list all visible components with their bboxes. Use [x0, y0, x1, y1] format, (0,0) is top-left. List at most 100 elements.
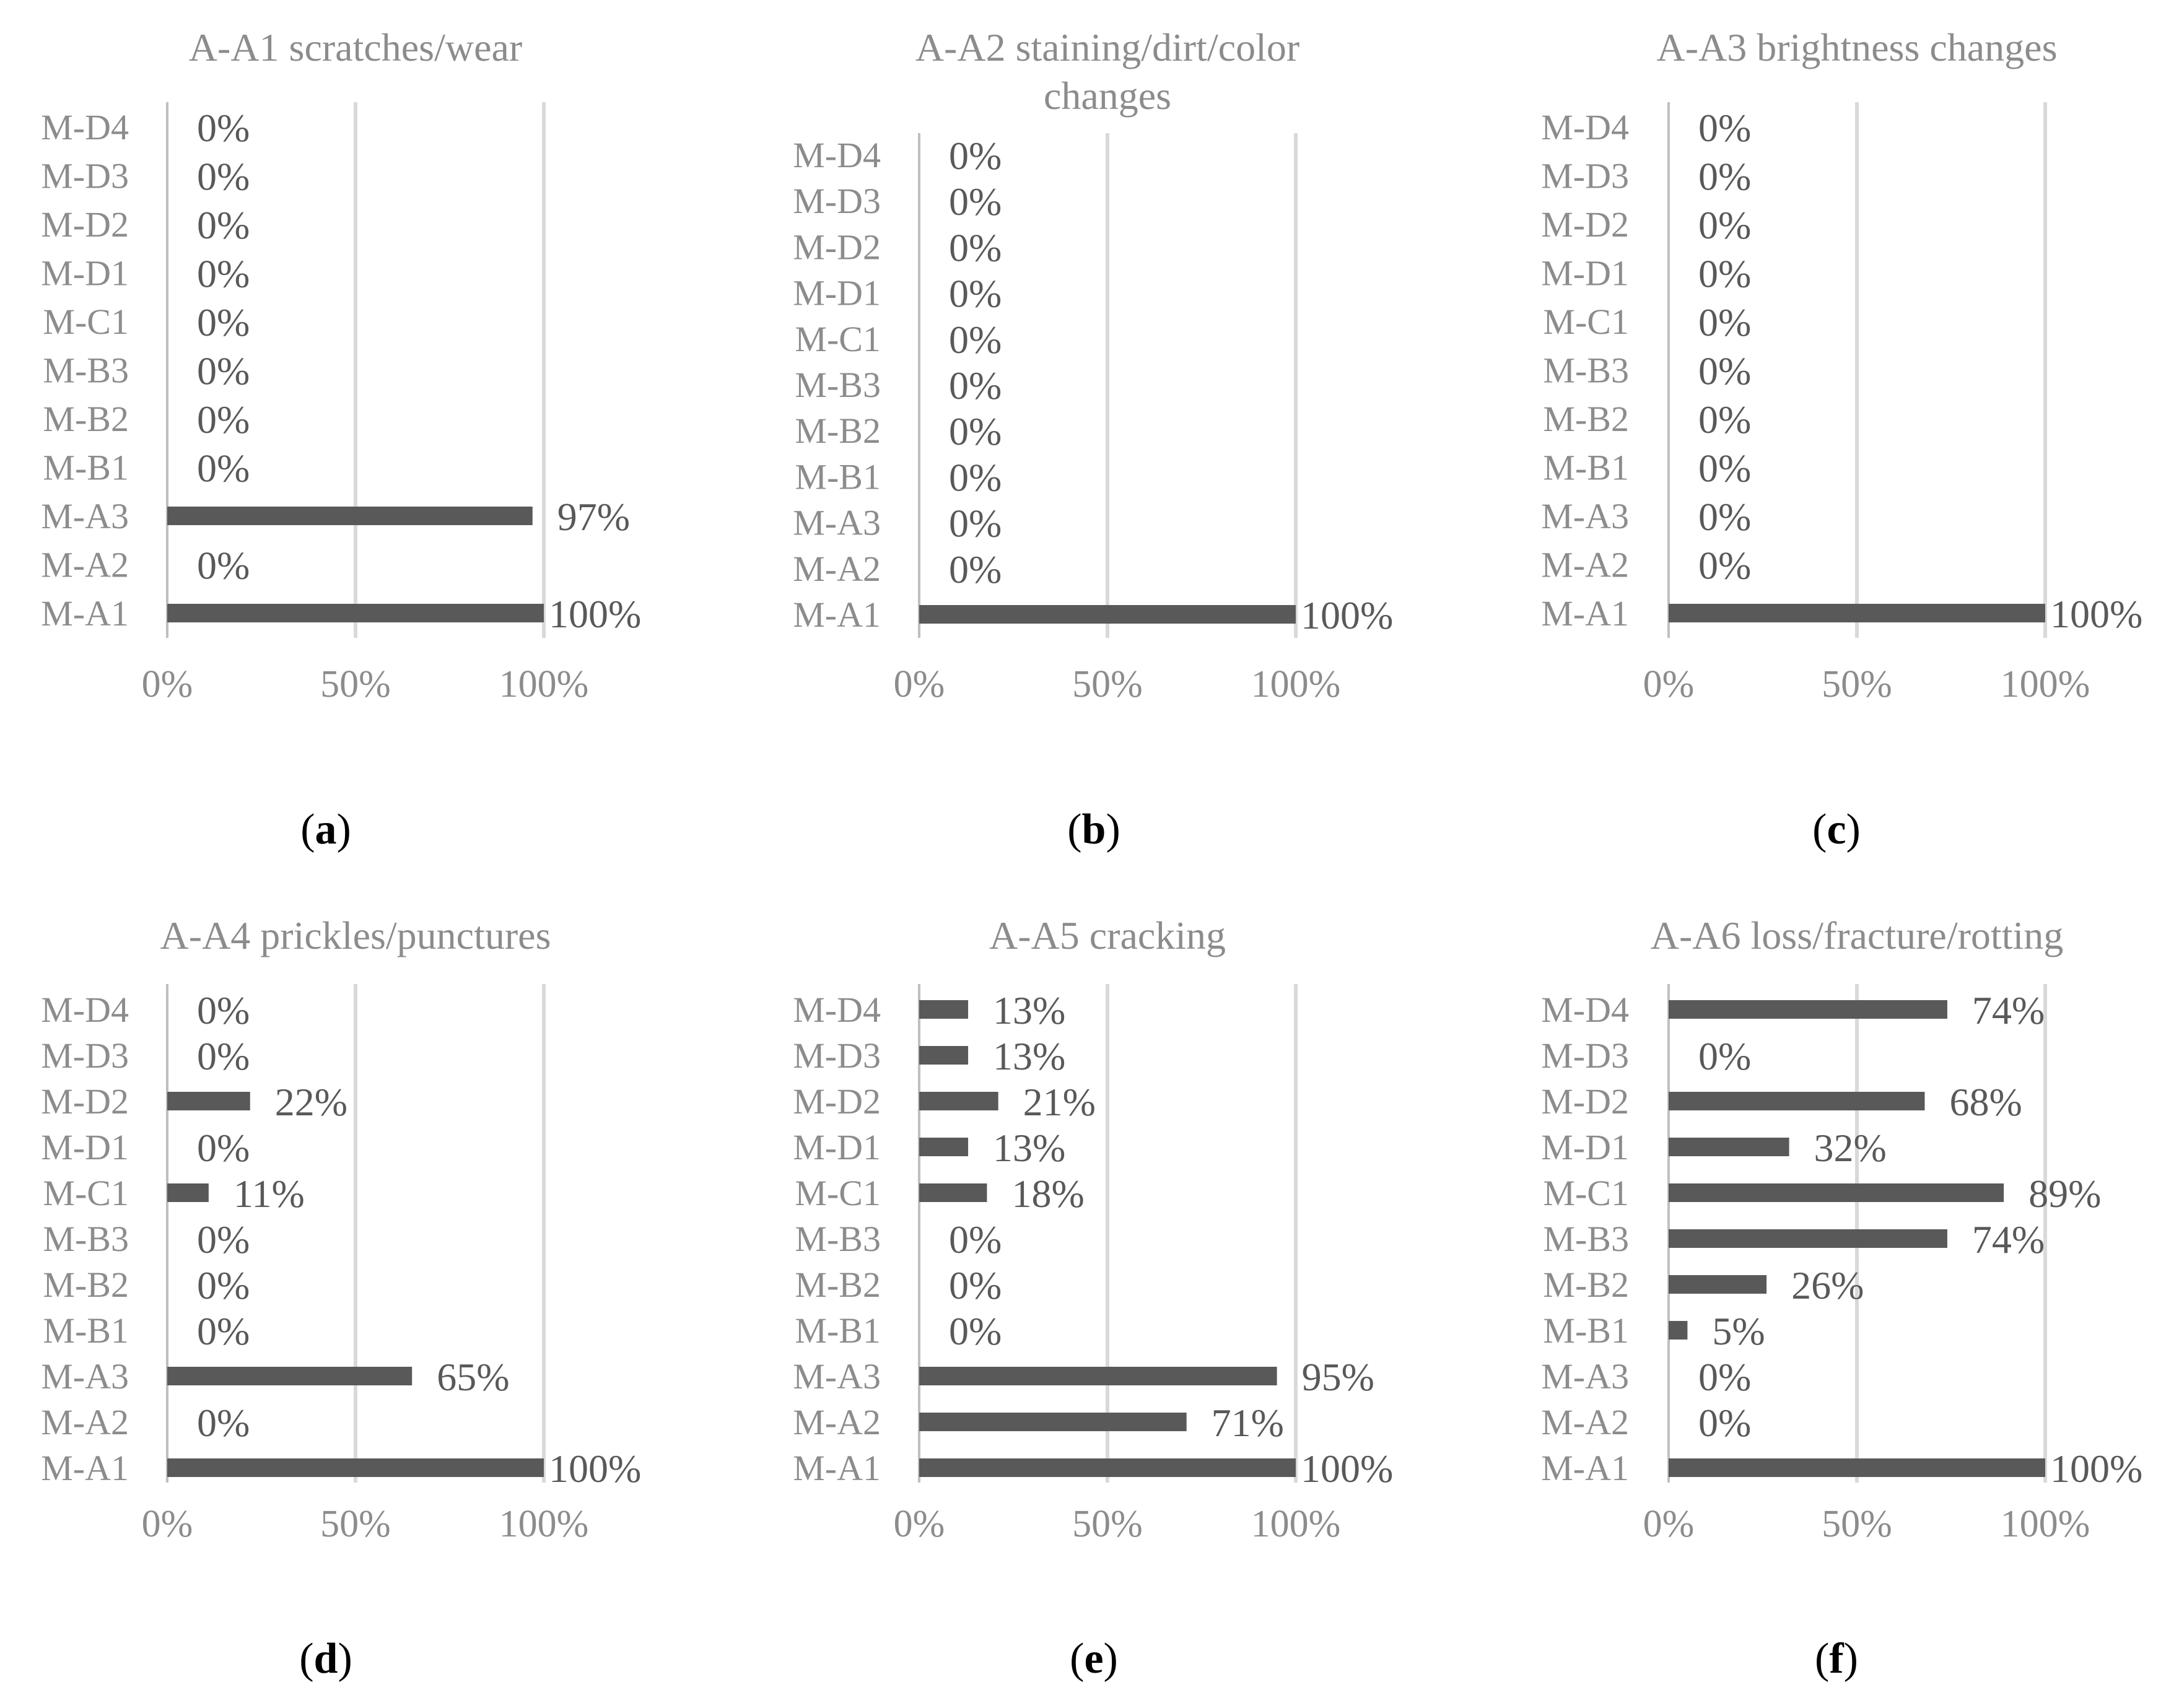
- bar: [167, 604, 544, 622]
- data-label: 0%: [949, 225, 1002, 269]
- data-label: 0%: [1698, 398, 1751, 442]
- data-label: 100%: [1301, 1447, 1393, 1491]
- x-tick-label: 100%: [2001, 663, 2090, 705]
- panel-a: A-A1 scratches/wear 0% 50% 100% M-A1 100% M-A2…: [0, 0, 726, 854]
- bar: [167, 1183, 209, 1202]
- category-label: M-A1: [1541, 593, 1629, 634]
- category-label: M-A1: [1541, 1448, 1629, 1488]
- data-label: 0%: [197, 1034, 250, 1078]
- category-label: M-A2: [793, 1402, 881, 1442]
- data-label: 18%: [1011, 1172, 1084, 1216]
- category-label: M-D3: [793, 181, 881, 221]
- data-label: 0%: [1698, 1401, 1751, 1445]
- category-label: M-D2: [41, 1081, 129, 1122]
- category-label: M-B2: [43, 1265, 129, 1305]
- x-tick-label: 0%: [1643, 663, 1695, 705]
- x-tick-label: 0%: [142, 663, 193, 705]
- bar: [1669, 1229, 1947, 1248]
- category-label: M-C1: [43, 302, 129, 342]
- bar: [919, 1046, 969, 1065]
- category-label: M-D2: [793, 1081, 881, 1122]
- data-label: 68%: [1949, 1080, 2022, 1124]
- data-label: 65%: [437, 1355, 509, 1399]
- category-label: M-A2: [41, 1402, 129, 1442]
- chart-title: A-A5 cracking: [989, 913, 1226, 957]
- data-label: 0%: [1698, 1034, 1751, 1078]
- category-label: M-A3: [41, 496, 129, 536]
- data-label: 0%: [949, 318, 1002, 362]
- x-tick-label: 50%: [320, 663, 391, 705]
- category-label: M-A3: [793, 503, 881, 543]
- chart-title: changes: [1044, 74, 1171, 118]
- bar: [1669, 1321, 1688, 1340]
- data-label: 0%: [949, 547, 1002, 591]
- data-label: 0%: [197, 398, 250, 442]
- data-label: 0%: [197, 155, 250, 199]
- category-label: M-C1: [795, 1173, 881, 1213]
- bar: [1669, 1458, 2045, 1477]
- x-tick-label: 0%: [1643, 1503, 1695, 1545]
- data-label: 0%: [1698, 349, 1751, 393]
- chart-title: A-A1 scratches/wear: [189, 25, 522, 69]
- bar: [919, 1000, 969, 1019]
- category-label: M-B1: [1543, 1310, 1629, 1351]
- x-tick-label: 50%: [1822, 1503, 1892, 1545]
- panel-label: (d): [299, 1635, 352, 1683]
- data-label: 0%: [197, 252, 250, 296]
- category-label: M-D2: [1541, 1081, 1629, 1122]
- bar: [919, 1413, 1187, 1431]
- panel-label: (f): [1815, 1635, 1858, 1683]
- category-label: M-A1: [793, 1448, 881, 1488]
- bar: [919, 1092, 998, 1110]
- bar: [1669, 604, 2045, 622]
- category-label: M-C1: [795, 319, 881, 359]
- data-label: 0%: [197, 1309, 250, 1353]
- chart-e: A-A5 cracking 0% 50% 100% M-A1 100% M-A2 71% M-A…: [793, 913, 1393, 1545]
- category-label: M-D1: [1541, 253, 1629, 294]
- panel-b: A-A2 staining/dirt/color changes 0% 50% 100%…: [726, 0, 1452, 854]
- bar: [919, 1138, 969, 1156]
- data-label: 0%: [949, 502, 1002, 546]
- data-label: 0%: [197, 106, 250, 150]
- data-label: 0%: [949, 364, 1002, 407]
- category-label: M-C1: [1543, 302, 1629, 342]
- category-label: M-D1: [1541, 1127, 1629, 1167]
- category-label: M-B1: [1543, 448, 1629, 488]
- chart-title: A-A2 staining/dirt/color: [915, 25, 1299, 69]
- category-label: M-D4: [1541, 990, 1629, 1030]
- category-label: M-D1: [41, 1127, 129, 1167]
- bar: [167, 1458, 544, 1477]
- data-label: 0%: [197, 1218, 250, 1261]
- data-label: 0%: [1698, 447, 1751, 490]
- category-label: M-B3: [1543, 351, 1629, 391]
- category-label: M-B3: [795, 365, 881, 405]
- bar: [167, 1092, 250, 1110]
- category-label: M-B2: [795, 1265, 881, 1305]
- category-label: M-B2: [43, 399, 129, 439]
- category-label: M-A3: [1541, 496, 1629, 536]
- data-label: 89%: [2028, 1172, 2101, 1216]
- data-label: 100%: [1301, 593, 1393, 637]
- category-label: M-A1: [41, 1448, 129, 1488]
- bar: [167, 1367, 413, 1385]
- category-label: M-D1: [793, 273, 881, 313]
- category-label: M-D1: [793, 1127, 881, 1167]
- data-label: 0%: [197, 1401, 250, 1445]
- data-label: 0%: [1698, 495, 1751, 539]
- category-label: M-D3: [793, 1035, 881, 1076]
- category-label: M-B3: [43, 351, 129, 391]
- panel-label: (b): [1067, 806, 1120, 853]
- data-label: 0%: [949, 1218, 1002, 1261]
- panel-label: (e): [1070, 1635, 1118, 1683]
- chart-title: A-A6 loss/fracture/rotting: [1651, 913, 2064, 957]
- data-label: 0%: [197, 1126, 250, 1170]
- panel-e: A-A5 cracking 0% 50% 100% M-A1 100% M-A2 71% M-A…: [726, 854, 1452, 1708]
- x-tick-label: 0%: [142, 1503, 193, 1545]
- bar: [1669, 1092, 1925, 1110]
- data-label: 0%: [1698, 300, 1751, 344]
- category-label: M-A2: [1541, 1402, 1629, 1442]
- chart-title: A-A4 prickles/punctures: [160, 913, 551, 957]
- category-label: M-B1: [795, 456, 881, 497]
- category-label: M-B3: [1543, 1219, 1629, 1259]
- category-label: M-A3: [793, 1356, 881, 1396]
